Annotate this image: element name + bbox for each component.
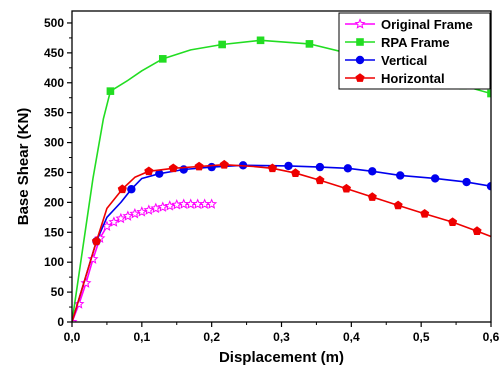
- x-tick-label: 0,4: [343, 330, 360, 344]
- horizontal-point: [315, 175, 325, 185]
- horizontal-point: [267, 163, 277, 173]
- horizontal-point: [219, 159, 229, 169]
- rpa-frame-point: [256, 36, 265, 45]
- rpa-frame-point: [158, 55, 167, 63]
- vertical-point: [343, 164, 353, 173]
- horizontal-point: [393, 200, 403, 210]
- legend-swatch-marker: [355, 55, 365, 65]
- horizontal-point: [117, 184, 127, 194]
- y-tick-label: 450: [44, 46, 64, 60]
- y-tick-label: 250: [44, 165, 64, 179]
- rpa-frame-point: [487, 89, 491, 98]
- legend-swatch-marker: [356, 38, 364, 46]
- x-tick-label: 0,3: [273, 330, 290, 344]
- rpa-frame-point: [305, 40, 314, 48]
- horizontal-point: [91, 236, 102, 246]
- original-frame-point: [143, 204, 155, 215]
- legend-item-original-frame: Original Frame: [345, 17, 473, 32]
- x-tick-label: 0,1: [133, 330, 150, 344]
- original-frame-point: [206, 198, 218, 209]
- original-frame-point: [115, 212, 127, 224]
- vertical-point: [368, 167, 377, 176]
- legend-label: Horizontal: [381, 71, 445, 86]
- x-tick-label: 0,6: [483, 330, 500, 344]
- vertical-point: [127, 185, 136, 194]
- y-tick-label: 500: [44, 16, 64, 30]
- vertical-point: [315, 162, 325, 172]
- y-tick-label: 350: [44, 106, 64, 120]
- y-tick-label: 50: [51, 285, 65, 299]
- x-tick-label: 0,2: [203, 330, 220, 344]
- vertical-point: [155, 169, 164, 178]
- y-tick-label: 300: [44, 136, 64, 150]
- vertical-point: [179, 165, 188, 174]
- vertical-point: [396, 171, 405, 180]
- rpa-frame-point: [218, 40, 226, 49]
- vertical-point: [430, 174, 440, 183]
- plot-frame: [71, 10, 492, 323]
- horizontal-point: [290, 168, 301, 177]
- original-frame-point: [108, 216, 120, 227]
- original-frame-point: [129, 207, 141, 219]
- x-axis-title: Displacement (m): [219, 349, 344, 366]
- horizontal-point: [168, 163, 178, 173]
- horizontal-point: [144, 166, 154, 176]
- horizontal-point: [194, 161, 204, 171]
- y-tick-label: 100: [44, 255, 64, 269]
- legend-label: Original Frame: [381, 17, 473, 32]
- original-frame-point: [122, 210, 134, 221]
- original-frame-point: [136, 206, 148, 217]
- y-tick-label: 200: [44, 195, 64, 209]
- legend-item-horizontal: Horizontal: [345, 71, 445, 86]
- horizontal-point: [472, 226, 482, 235]
- y-tick-label: 400: [44, 76, 64, 90]
- rpa-frame-point: [106, 87, 115, 95]
- y-axis-title: Base Shear (KN): [15, 108, 32, 226]
- vertical-point: [462, 177, 471, 187]
- horizontal-point: [420, 208, 430, 218]
- vertical-point: [486, 182, 491, 191]
- horizontal-point: [367, 192, 377, 201]
- legend-item-rpa-frame: RPA Frame: [345, 35, 450, 50]
- vertical-point: [284, 161, 293, 171]
- x-tick-label: 0,5: [413, 330, 430, 344]
- legend-swatch-marker: [354, 18, 366, 29]
- legend-swatch-marker: [355, 73, 365, 82]
- vertical-point: [207, 162, 216, 172]
- legend-item-vertical: Vertical: [345, 53, 427, 68]
- x-tick-label: 0,0: [64, 330, 81, 344]
- series-horizontal: [72, 159, 491, 322]
- legend-label: Vertical: [381, 53, 427, 68]
- legend-label: RPA Frame: [381, 35, 450, 50]
- y-tick-label: 150: [44, 225, 64, 239]
- horizontal-point: [448, 217, 458, 226]
- legend: Original Frame RPA Frame Vertical Horizonta…: [338, 12, 491, 90]
- y-tick-label: 0: [57, 315, 64, 329]
- horizontal-point: [341, 183, 352, 193]
